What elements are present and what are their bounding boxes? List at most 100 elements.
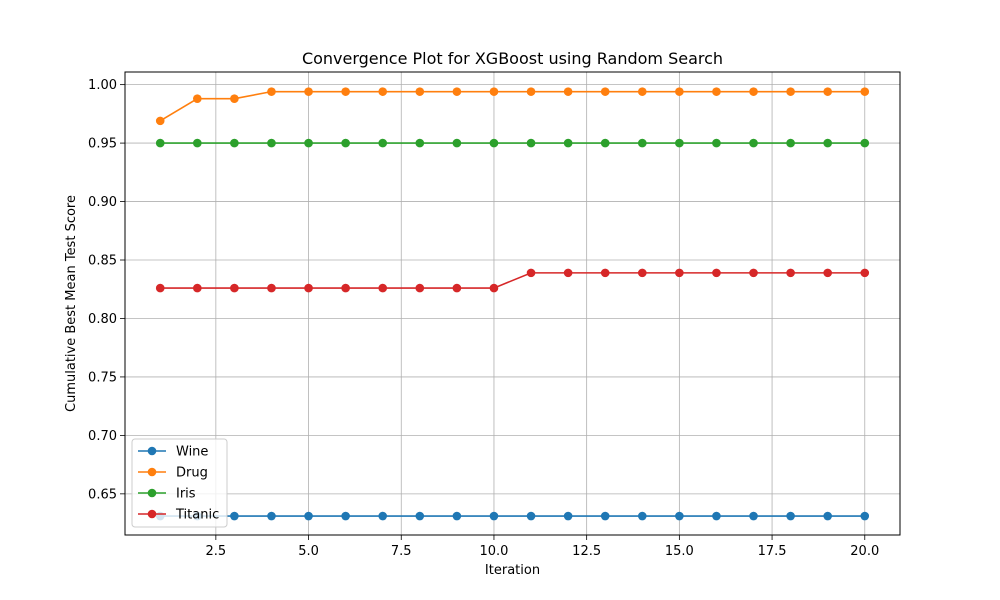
series-line-titanic <box>160 272 865 289</box>
data-point-drug <box>637 87 647 96</box>
legend-item-iris: Iris <box>138 487 196 502</box>
data-point-wine <box>637 511 647 521</box>
data-point-titanic <box>341 283 350 293</box>
data-point-iris <box>823 138 832 148</box>
x-tick-label: 20.0 <box>850 544 879 559</box>
legend-label-titanic: Titanic <box>175 508 219 523</box>
data-point-titanic <box>378 283 388 293</box>
data-point-wine <box>675 511 684 521</box>
data-point-drug <box>415 87 425 96</box>
y-tick-label: 0.85 <box>88 254 117 269</box>
data-point-drug <box>786 87 795 96</box>
y-tick-label: 0.80 <box>88 312 117 327</box>
series-line-drug <box>159 90 865 122</box>
y-tick-label: 0.95 <box>88 137 117 152</box>
legend-label-iris: Iris <box>176 487 196 502</box>
data-point-titanic <box>193 283 202 293</box>
legend-item-titanic: Titanic <box>138 508 219 523</box>
series-titanic <box>155 268 870 293</box>
data-point-iris <box>155 138 165 148</box>
data-point-drug <box>749 87 758 96</box>
x-tick-label: 10.0 <box>479 544 508 559</box>
data-point-wine <box>267 511 276 521</box>
x-axis-label: Iteration <box>485 563 540 578</box>
data-point-titanic <box>675 268 684 278</box>
data-point-wine <box>786 511 795 521</box>
data-point-iris <box>452 138 462 148</box>
data-point-titanic <box>563 268 573 278</box>
data-point-iris <box>378 138 388 148</box>
data-point-drug <box>341 87 350 96</box>
data-point-iris <box>230 138 239 148</box>
data-point-drug <box>193 94 202 103</box>
data-point-iris <box>637 138 647 148</box>
data-point-iris <box>675 138 684 148</box>
data-point-wine <box>823 511 832 521</box>
data-point-titanic <box>415 283 425 293</box>
data-point-drug <box>860 87 870 96</box>
data-point-iris <box>267 138 276 148</box>
x-tick-label: 2.5 <box>206 544 227 559</box>
data-point-titanic <box>749 268 758 278</box>
legend-marker-iris <box>147 488 157 498</box>
data-point-drug <box>489 87 499 96</box>
data-point-titanic <box>637 268 647 278</box>
legend-marker-titanic <box>147 509 157 519</box>
data-point-drug <box>712 87 721 96</box>
data-point-iris <box>860 138 870 148</box>
data-point-titanic <box>712 268 721 278</box>
data-point-wine <box>230 511 239 521</box>
data-point-iris <box>193 138 202 148</box>
series-iris <box>155 138 870 148</box>
y-axis-ticks: 0.65 0.70 0.75 0.80 0.85 0.90 0.95 1.00 <box>88 78 125 502</box>
y-tick-label: 0.75 <box>88 370 117 385</box>
data-point-wine <box>600 511 610 521</box>
data-point-titanic <box>823 268 832 278</box>
data-point-wine <box>489 511 499 521</box>
data-point-iris <box>526 138 536 148</box>
data-point-wine <box>452 511 462 521</box>
data-point-iris <box>489 138 499 148</box>
data-point-titanic <box>489 283 499 293</box>
data-point-titanic <box>526 268 536 278</box>
legend-item-drug: Drug <box>138 466 208 481</box>
legend-item-wine: Wine <box>138 445 208 460</box>
data-point-iris <box>304 138 313 148</box>
y-tick-label: 0.90 <box>88 195 117 210</box>
y-tick-label: 1.00 <box>88 78 117 93</box>
data-point-iris <box>563 138 573 148</box>
data-point-titanic <box>860 268 870 278</box>
legend-box <box>131 438 228 528</box>
data-point-iris <box>600 138 610 148</box>
data-point-titanic <box>230 283 239 293</box>
y-axis-label: Cumulative Best Mean Test Score <box>64 195 79 412</box>
x-axis-ticks: 2.5 5.0 7.5 10.0 12.5 15.0 17.5 20.0 <box>206 535 879 559</box>
data-point-wine <box>860 511 870 521</box>
data-point-wine <box>378 511 388 521</box>
legend-marker-drug <box>147 467 157 477</box>
data-point-wine <box>304 511 313 521</box>
data-point-drug <box>230 94 239 103</box>
data-point-titanic <box>452 283 462 293</box>
x-tick-label: 7.5 <box>391 544 412 559</box>
data-point-wine <box>341 511 350 521</box>
data-point-drug <box>304 87 313 96</box>
data-point-drug <box>155 116 165 126</box>
legend-marker-wine <box>147 446 157 456</box>
y-tick-label: 0.70 <box>88 429 117 444</box>
x-tick-label: 15.0 <box>665 544 694 559</box>
data-point-drug <box>267 87 276 96</box>
chart-title: Convergence Plot for XGBoost using Rando… <box>302 49 723 68</box>
data-point-iris <box>786 138 795 148</box>
data-point-wine <box>563 511 573 521</box>
series-drug <box>155 87 870 126</box>
data-point-drug <box>378 87 388 96</box>
data-point-iris <box>749 138 758 148</box>
data-point-wine <box>749 511 758 521</box>
data-point-drug <box>563 87 573 96</box>
x-tick-label: 12.5 <box>572 544 601 559</box>
data-point-wine <box>526 511 536 521</box>
legend-label-wine: Wine <box>176 445 208 460</box>
legend-label-drug: Drug <box>176 466 208 481</box>
